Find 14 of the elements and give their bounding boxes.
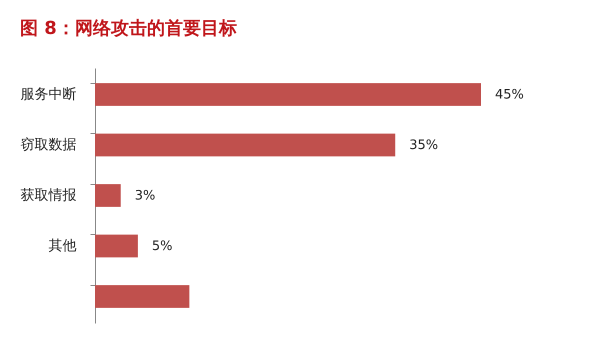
data-label: 35% xyxy=(409,138,438,154)
data-label: 5% xyxy=(152,238,173,254)
data-label: 3% xyxy=(134,188,156,204)
data-label: 45% xyxy=(495,88,524,103)
chart-title: 图 8：网络攻击的首要目标 xyxy=(20,18,237,39)
y-tick-label: 窃取数据 xyxy=(20,137,76,154)
bar xyxy=(95,83,481,106)
bar xyxy=(95,184,121,207)
bar xyxy=(95,285,190,308)
y-tick-label: 其他 xyxy=(48,238,76,254)
y-tick-label: 获取情报 xyxy=(20,188,76,204)
bar xyxy=(95,234,138,258)
y-tick-label: 服务中断 xyxy=(20,86,76,103)
bar xyxy=(95,134,396,156)
